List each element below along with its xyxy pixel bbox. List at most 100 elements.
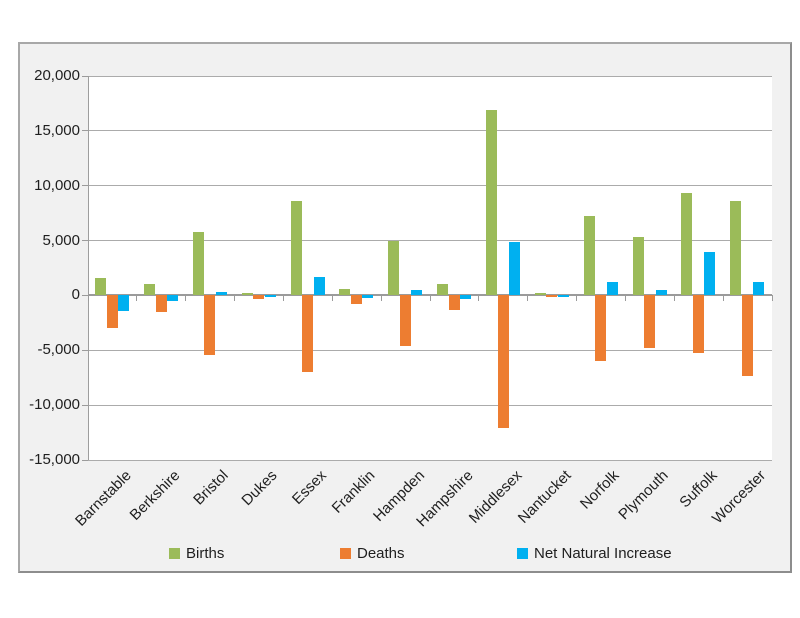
bar-births-norfolk[interactable] (583, 215, 595, 296)
chart-panel[interactable]: 20,000 15,000 10,000 5,000 0 -5,000 -10,000 -15… (18, 42, 792, 573)
bar-deaths-hampden[interactable] (399, 295, 411, 347)
gridline (88, 459, 772, 461)
bar-births-hampshire[interactable] (437, 284, 449, 296)
bar-net-natural-increase-bristol[interactable] (215, 291, 227, 296)
x-axis-label-suffolk: Suffolk (676, 467, 721, 512)
bar-births-hampden[interactable] (388, 241, 400, 296)
bar-births-essex[interactable] (290, 200, 302, 296)
bar-deaths-plymouth[interactable] (644, 295, 656, 349)
y-axis-label: 20,000 (34, 67, 80, 84)
x-axis-label-barnstable: Barnstable (71, 467, 135, 530)
bar-deaths-franklin[interactable] (350, 295, 362, 305)
x-axis-tick (624, 295, 626, 302)
x-axis-label-norfolk: Norfolk (577, 467, 624, 513)
y-axis-label: -10,000 (29, 396, 80, 414)
x-axis-label-berkshire: Berkshire (126, 467, 184, 524)
bar-births-nantucket[interactable] (534, 293, 546, 296)
bar-net-natural-increase-nantucket[interactable] (557, 295, 569, 297)
y-axis-tick (82, 130, 88, 132)
bar-births-worcester[interactable] (730, 201, 742, 296)
legend-item-deaths[interactable]: Deaths (340, 545, 405, 562)
y-axis-label: 5,000 (42, 231, 80, 249)
y-axis-tick (82, 294, 88, 296)
bar-net-natural-increase-hampden[interactable] (411, 290, 423, 296)
y-axis-tick (82, 240, 88, 242)
x-axis-label-plymouth: Plymouth (615, 467, 672, 524)
x-axis-tick (331, 295, 333, 302)
legend-item-net-natural-increase[interactable]: Net Natural Increase (517, 545, 672, 562)
bar-deaths-essex[interactable] (302, 295, 314, 372)
bar-net-natural-increase-berkshire[interactable] (167, 295, 179, 302)
x-axis-tick (478, 295, 480, 302)
bar-deaths-nantucket[interactable] (546, 295, 558, 298)
x-axis-tick (527, 295, 529, 302)
bar-deaths-worcester[interactable] (741, 295, 753, 377)
gridline (88, 349, 772, 351)
y-axis-label: -5,000 (37, 341, 80, 359)
bar-births-berkshire[interactable] (144, 283, 156, 296)
x-axis-tick (429, 295, 431, 302)
y-axis-label: 10,000 (34, 176, 80, 194)
gridline (88, 240, 772, 242)
x-axis-tick (136, 295, 138, 302)
bar-net-natural-increase-worcester[interactable] (753, 282, 765, 296)
bar-net-natural-increase-suffolk[interactable] (704, 251, 716, 296)
legend-label: Births (186, 545, 225, 562)
bar-net-natural-increase-plymouth[interactable] (655, 290, 667, 296)
x-axis-tick (282, 295, 284, 302)
bar-net-natural-increase-hampshire[interactable] (460, 295, 472, 300)
y-axis-tick (82, 75, 88, 77)
bar-net-natural-increase-norfolk[interactable] (606, 281, 618, 296)
bar-net-natural-increase-franklin[interactable] (362, 295, 374, 299)
x-axis-label-dukes: Dukes (238, 467, 282, 510)
x-axis-label-franklin: Franklin (328, 467, 379, 517)
gridline (88, 75, 772, 77)
bar-deaths-berkshire[interactable] (155, 295, 167, 313)
x-axis-label-bristol: Bristol (190, 467, 233, 509)
y-axis-line (88, 76, 89, 460)
bar-births-bristol[interactable] (192, 232, 204, 296)
y-axis-label: -15,000 (29, 451, 80, 468)
legend-label: Net Natural Increase (534, 545, 672, 562)
bar-births-franklin[interactable] (339, 289, 351, 296)
y-axis-tick (82, 185, 88, 187)
legend-marker-net-natural-increase (517, 548, 528, 559)
x-axis-label-essex: Essex (288, 467, 330, 508)
legend-label: Deaths (357, 545, 405, 562)
bar-net-natural-increase-dukes[interactable] (264, 295, 276, 297)
legend-marker-births (169, 548, 180, 559)
bar-net-natural-increase-barnstable[interactable] (118, 295, 130, 311)
y-axis-label: 15,000 (34, 121, 80, 139)
x-axis-tick (722, 295, 724, 302)
x-axis-tick (185, 295, 187, 302)
bar-deaths-suffolk[interactable] (692, 295, 704, 354)
gridline (88, 130, 772, 132)
bar-deaths-middlesex[interactable] (497, 295, 509, 428)
bar-deaths-bristol[interactable] (204, 295, 216, 356)
bar-births-plymouth[interactable] (632, 237, 644, 296)
gridline (88, 404, 772, 406)
gridline (88, 185, 772, 187)
x-axis-tick (673, 295, 675, 302)
bar-deaths-hampshire[interactable] (448, 295, 460, 311)
legend-item-births[interactable]: Births (169, 545, 224, 562)
y-axis-tick (82, 404, 88, 406)
bar-births-dukes[interactable] (241, 293, 253, 296)
x-axis-tick (87, 295, 89, 302)
bar-net-natural-increase-middlesex[interactable] (509, 241, 521, 296)
bar-deaths-norfolk[interactable] (595, 295, 607, 361)
y-axis-label: 0 (71, 286, 80, 304)
legend-marker-deaths (340, 548, 351, 559)
x-axis-tick (380, 295, 382, 302)
bar-births-barnstable[interactable] (95, 277, 107, 296)
bar-deaths-barnstable[interactable] (106, 295, 118, 328)
bar-births-suffolk[interactable] (681, 192, 693, 296)
x-axis-label-middlesex: Middlesex (465, 467, 526, 527)
y-axis-tick (82, 349, 88, 351)
y-axis-tick (82, 459, 88, 461)
bar-deaths-dukes[interactable] (253, 295, 265, 299)
x-axis-tick (234, 295, 236, 302)
bar-net-natural-increase-essex[interactable] (313, 276, 325, 296)
plot-area (88, 76, 772, 460)
bar-births-middlesex[interactable] (486, 110, 498, 296)
